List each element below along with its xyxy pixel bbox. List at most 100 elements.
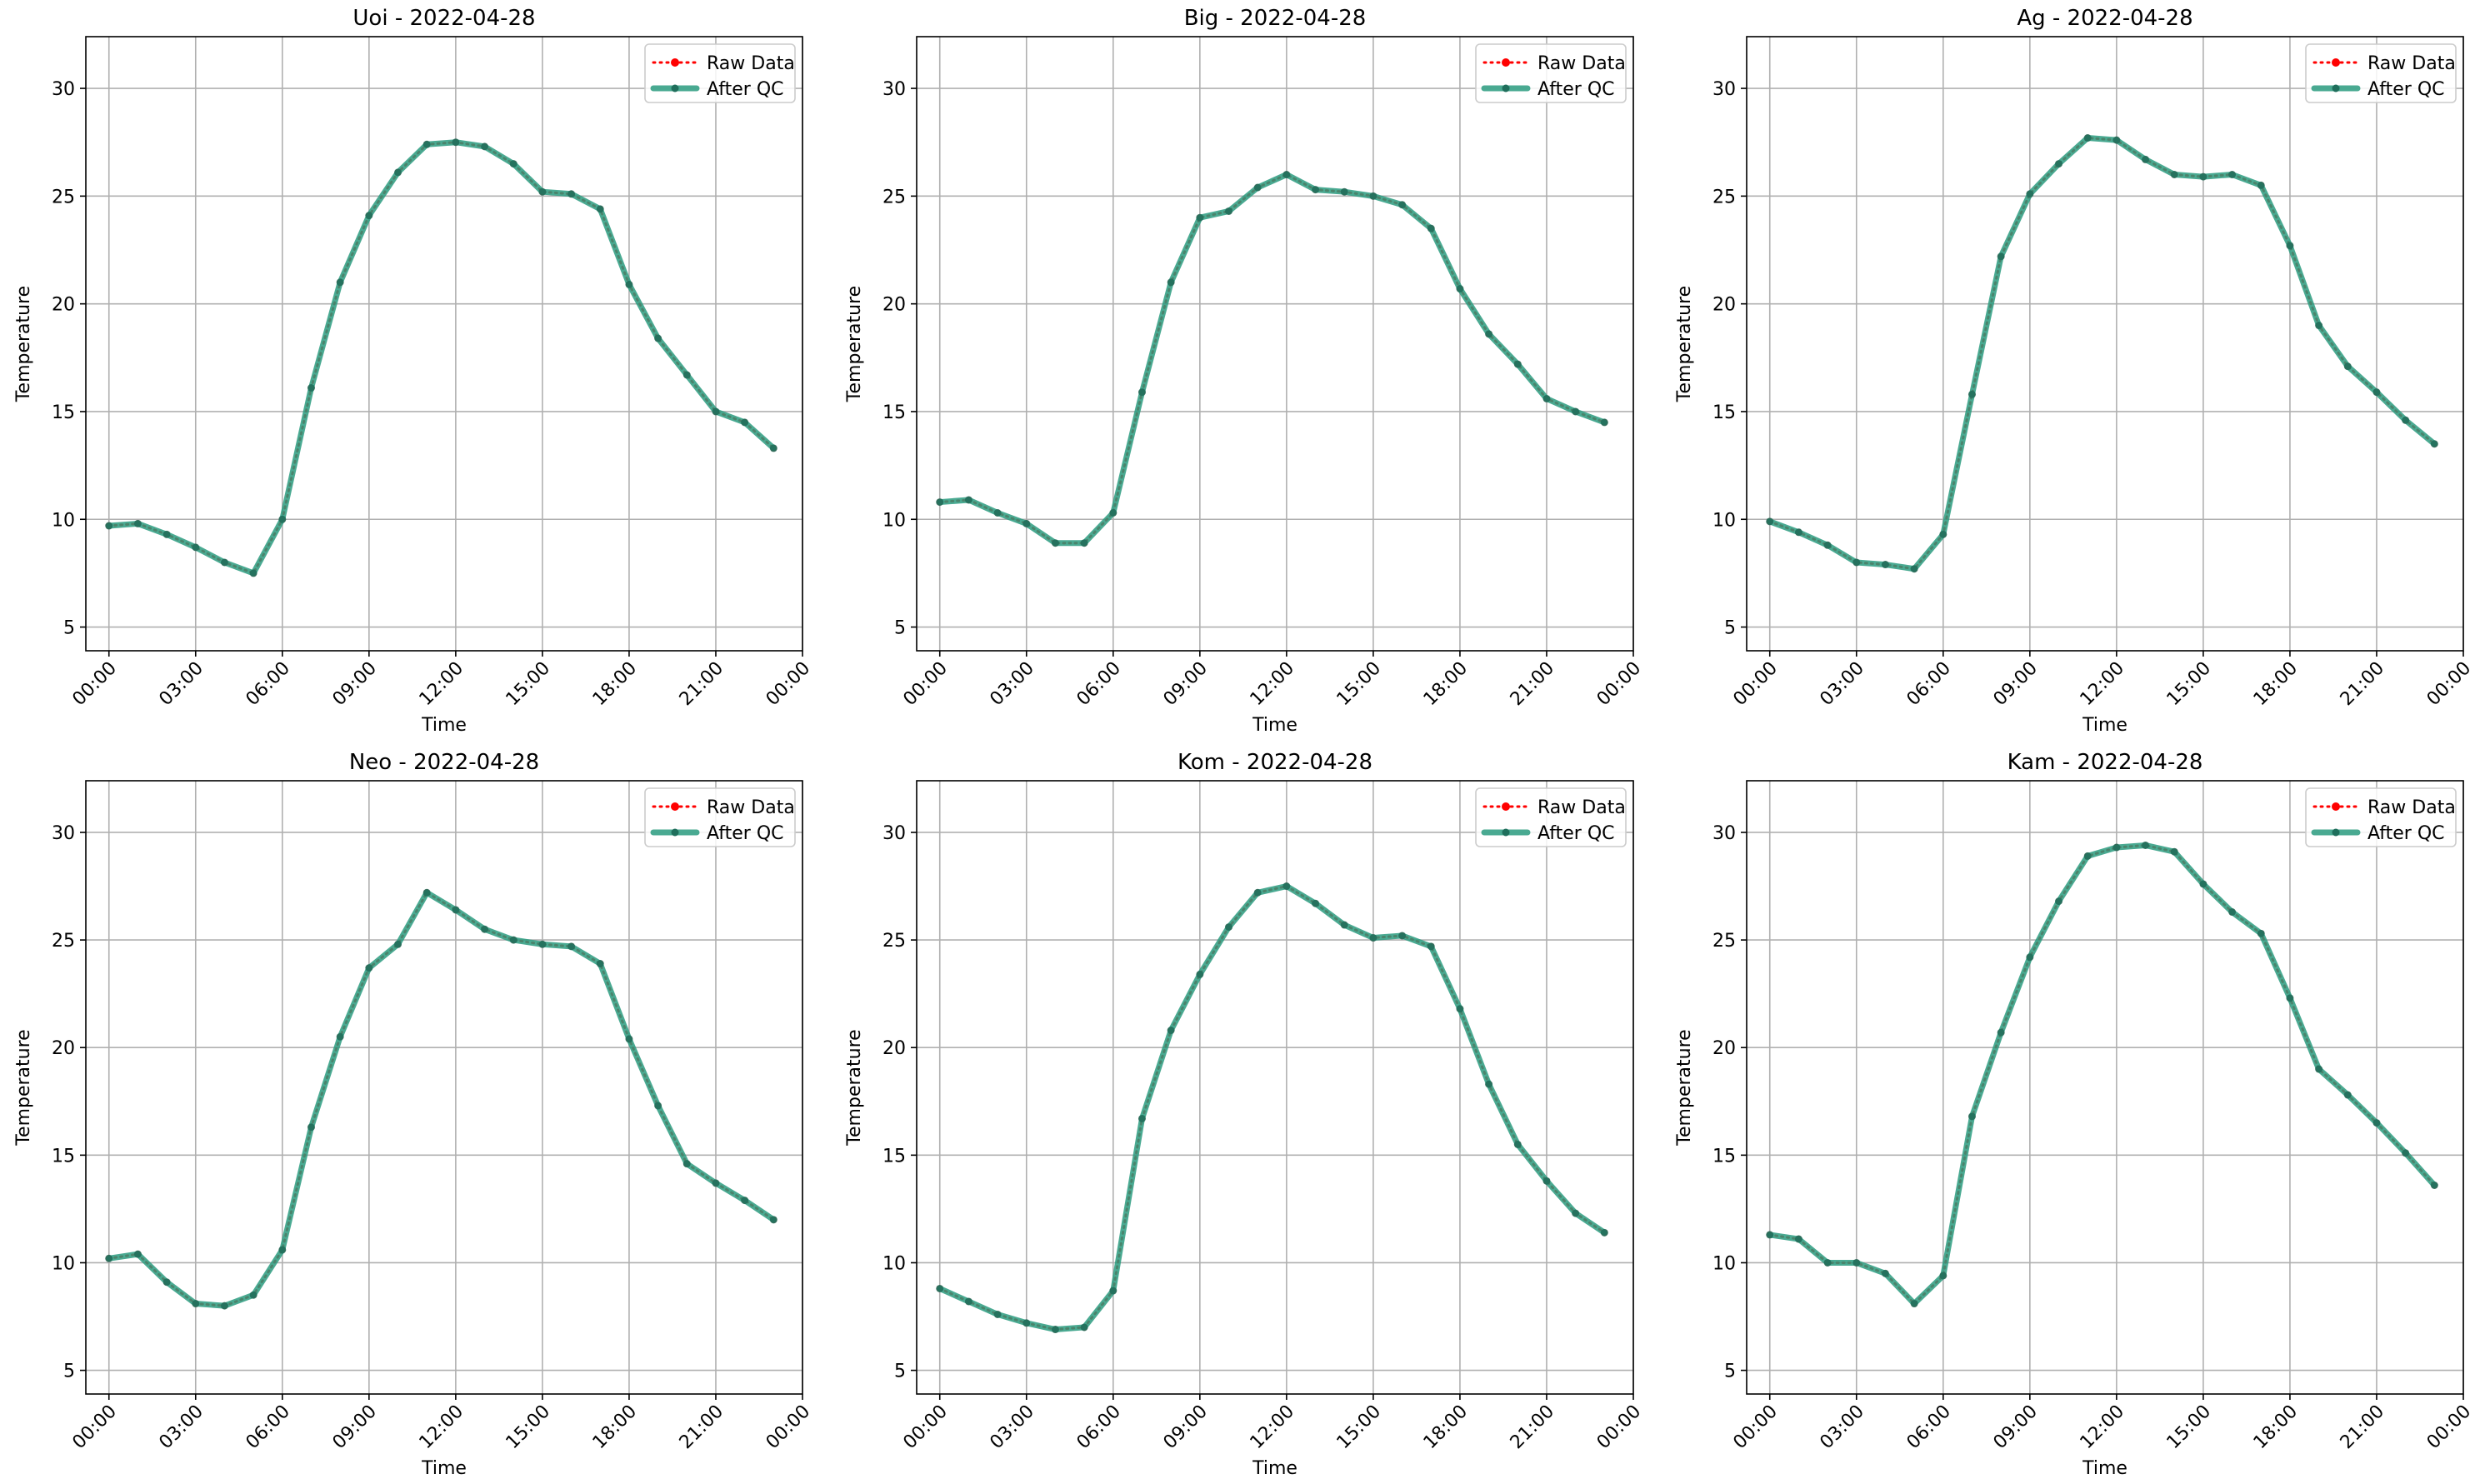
data-point-after-qc bbox=[936, 498, 944, 507]
y-tick-label: 10 bbox=[52, 1253, 75, 1274]
data-point-after-qc bbox=[1138, 1114, 1146, 1122]
x-tick-label: 18:00 bbox=[1420, 1402, 1472, 1454]
data-point-after-qc bbox=[2083, 134, 2092, 142]
y-tick-label: 15 bbox=[52, 402, 75, 423]
data-point-after-qc bbox=[452, 138, 460, 147]
y-tick-label: 30 bbox=[882, 79, 906, 100]
data-point-after-qc bbox=[422, 140, 431, 148]
x-tick-label: 09:00 bbox=[1160, 1402, 1212, 1454]
chart-panel: 5 10 15 20 25 30 00:00 03:00 06:00 09:00 12:00 15:0… bbox=[844, 6, 1645, 736]
data-point-after-qc bbox=[481, 142, 489, 151]
data-point-after-qc bbox=[1513, 360, 1522, 368]
x-tick-label: 09:00 bbox=[1990, 658, 2042, 711]
y-axis-label: Temperature bbox=[1674, 1029, 1695, 1146]
data-point-after-qc bbox=[2199, 172, 2208, 181]
legend-label: After QC bbox=[707, 79, 784, 100]
x-tick-label: 06:00 bbox=[242, 658, 295, 711]
y-axis-label: Temperature bbox=[1674, 286, 1695, 402]
data-point-after-qc bbox=[1109, 509, 1118, 517]
data-point-after-qc bbox=[682, 371, 691, 379]
data-point-after-qc bbox=[2402, 416, 2410, 424]
legend: Raw Data After QC bbox=[2305, 43, 2457, 103]
y-tick-label: 20 bbox=[1712, 295, 1736, 316]
y-tick-label: 5 bbox=[1724, 1362, 1736, 1382]
x-tick-label: 00:00 bbox=[1593, 1402, 1646, 1454]
legend-swatch-marker bbox=[1502, 84, 1510, 92]
data-point-after-qc bbox=[278, 1246, 287, 1254]
data-point-after-qc bbox=[1939, 530, 1948, 538]
axes-frame bbox=[916, 780, 1634, 1395]
x-tick-label: 00:00 bbox=[762, 1402, 815, 1454]
data-point-after-qc bbox=[1485, 1080, 1493, 1088]
data-point-after-qc bbox=[105, 1254, 113, 1262]
y-tick-label: 15 bbox=[52, 1146, 75, 1167]
y-tick-label: 25 bbox=[1712, 931, 1736, 952]
x-tick-label: 09:00 bbox=[329, 1402, 382, 1454]
legend-swatch-marker bbox=[671, 828, 679, 837]
data-point-after-qc bbox=[162, 1278, 171, 1287]
legend-swatch-marker bbox=[671, 58, 679, 67]
plot-area bbox=[86, 781, 802, 1394]
data-point-after-qc bbox=[1196, 970, 1204, 978]
y-tick-label: 20 bbox=[1712, 1038, 1736, 1059]
x-tick-label: 21:00 bbox=[676, 658, 728, 711]
x-tick-label: 15:00 bbox=[1333, 658, 1386, 711]
x-tick-label: 06:00 bbox=[1073, 1402, 1126, 1454]
data-point-after-qc bbox=[1080, 539, 1088, 547]
data-point-after-qc bbox=[1572, 1209, 1580, 1217]
legend-swatch-marker bbox=[1502, 58, 1510, 67]
x-tick-label: 06:00 bbox=[1073, 658, 1126, 711]
x-tick-label: 18:00 bbox=[589, 658, 642, 711]
y-tick-label: 25 bbox=[52, 931, 75, 952]
data-point-after-qc bbox=[2257, 929, 2265, 937]
data-point-after-qc bbox=[1080, 1323, 1088, 1332]
legend-swatch-marker bbox=[2332, 802, 2340, 811]
data-point-after-qc bbox=[307, 1123, 315, 1132]
y-tick-label: 10 bbox=[882, 510, 906, 531]
data-point-after-qc bbox=[1022, 519, 1031, 527]
plot-area bbox=[917, 37, 1633, 651]
data-point-after-qc bbox=[394, 168, 402, 177]
chart-panel: 5 10 15 20 25 30 00:00 03:00 06:00 09:00 12:00 15:0… bbox=[13, 6, 814, 736]
x-tick-label: 21:00 bbox=[2337, 658, 2389, 711]
x-tick-label: 03:00 bbox=[987, 658, 1039, 711]
y-axis-label: Temperature bbox=[844, 1029, 865, 1146]
y-tick-label: 15 bbox=[1712, 402, 1736, 423]
y-tick-label: 10 bbox=[1712, 510, 1736, 531]
panel-title: Kom - 2022-04-28 bbox=[1178, 750, 1372, 775]
legend-swatch-marker bbox=[2332, 58, 2340, 67]
data-point-after-qc bbox=[1253, 888, 1262, 897]
data-point-after-qc bbox=[1051, 539, 1059, 547]
data-point-after-qc bbox=[307, 384, 315, 392]
data-point-after-qc bbox=[2286, 994, 2294, 1002]
data-point-after-qc bbox=[2315, 1065, 2323, 1073]
data-point-after-qc bbox=[2372, 388, 2381, 397]
panel-title: Kam - 2022-04-28 bbox=[2008, 750, 2203, 775]
y-tick-label: 20 bbox=[882, 1038, 906, 1059]
series-line-after-qc bbox=[937, 883, 1608, 1333]
y-tick-label: 15 bbox=[882, 1146, 906, 1167]
data-point-after-qc bbox=[568, 190, 576, 198]
data-point-after-qc bbox=[1939, 1272, 1948, 1280]
axes-frame bbox=[916, 36, 1634, 652]
data-point-after-qc bbox=[1369, 192, 1378, 200]
y-tick-label: 20 bbox=[52, 295, 75, 316]
data-point-after-qc bbox=[1022, 1319, 1031, 1327]
x-tick-label: 12:00 bbox=[416, 658, 468, 711]
data-point-after-qc bbox=[1881, 561, 1889, 569]
x-tick-label: 03:00 bbox=[1817, 1402, 1869, 1454]
data-point-after-qc bbox=[1968, 390, 1976, 398]
data-point-after-qc bbox=[769, 444, 778, 452]
legend-label: Raw Data bbox=[707, 53, 795, 74]
x-tick-label: 00:00 bbox=[2423, 658, 2476, 711]
y-tick-label: 5 bbox=[1724, 618, 1736, 639]
x-tick-label: 21:00 bbox=[676, 1402, 728, 1454]
data-point-after-qc bbox=[2430, 1182, 2438, 1189]
data-point-after-qc bbox=[2055, 897, 2063, 906]
y-axis-label: Temperature bbox=[13, 286, 34, 402]
data-point-after-qc bbox=[2402, 1149, 2410, 1157]
data-point-after-qc bbox=[1852, 558, 1861, 567]
data-point-after-qc bbox=[1253, 183, 1262, 192]
data-point-after-qc bbox=[1997, 1028, 2005, 1037]
y-tick-label: 10 bbox=[1712, 1253, 1736, 1274]
